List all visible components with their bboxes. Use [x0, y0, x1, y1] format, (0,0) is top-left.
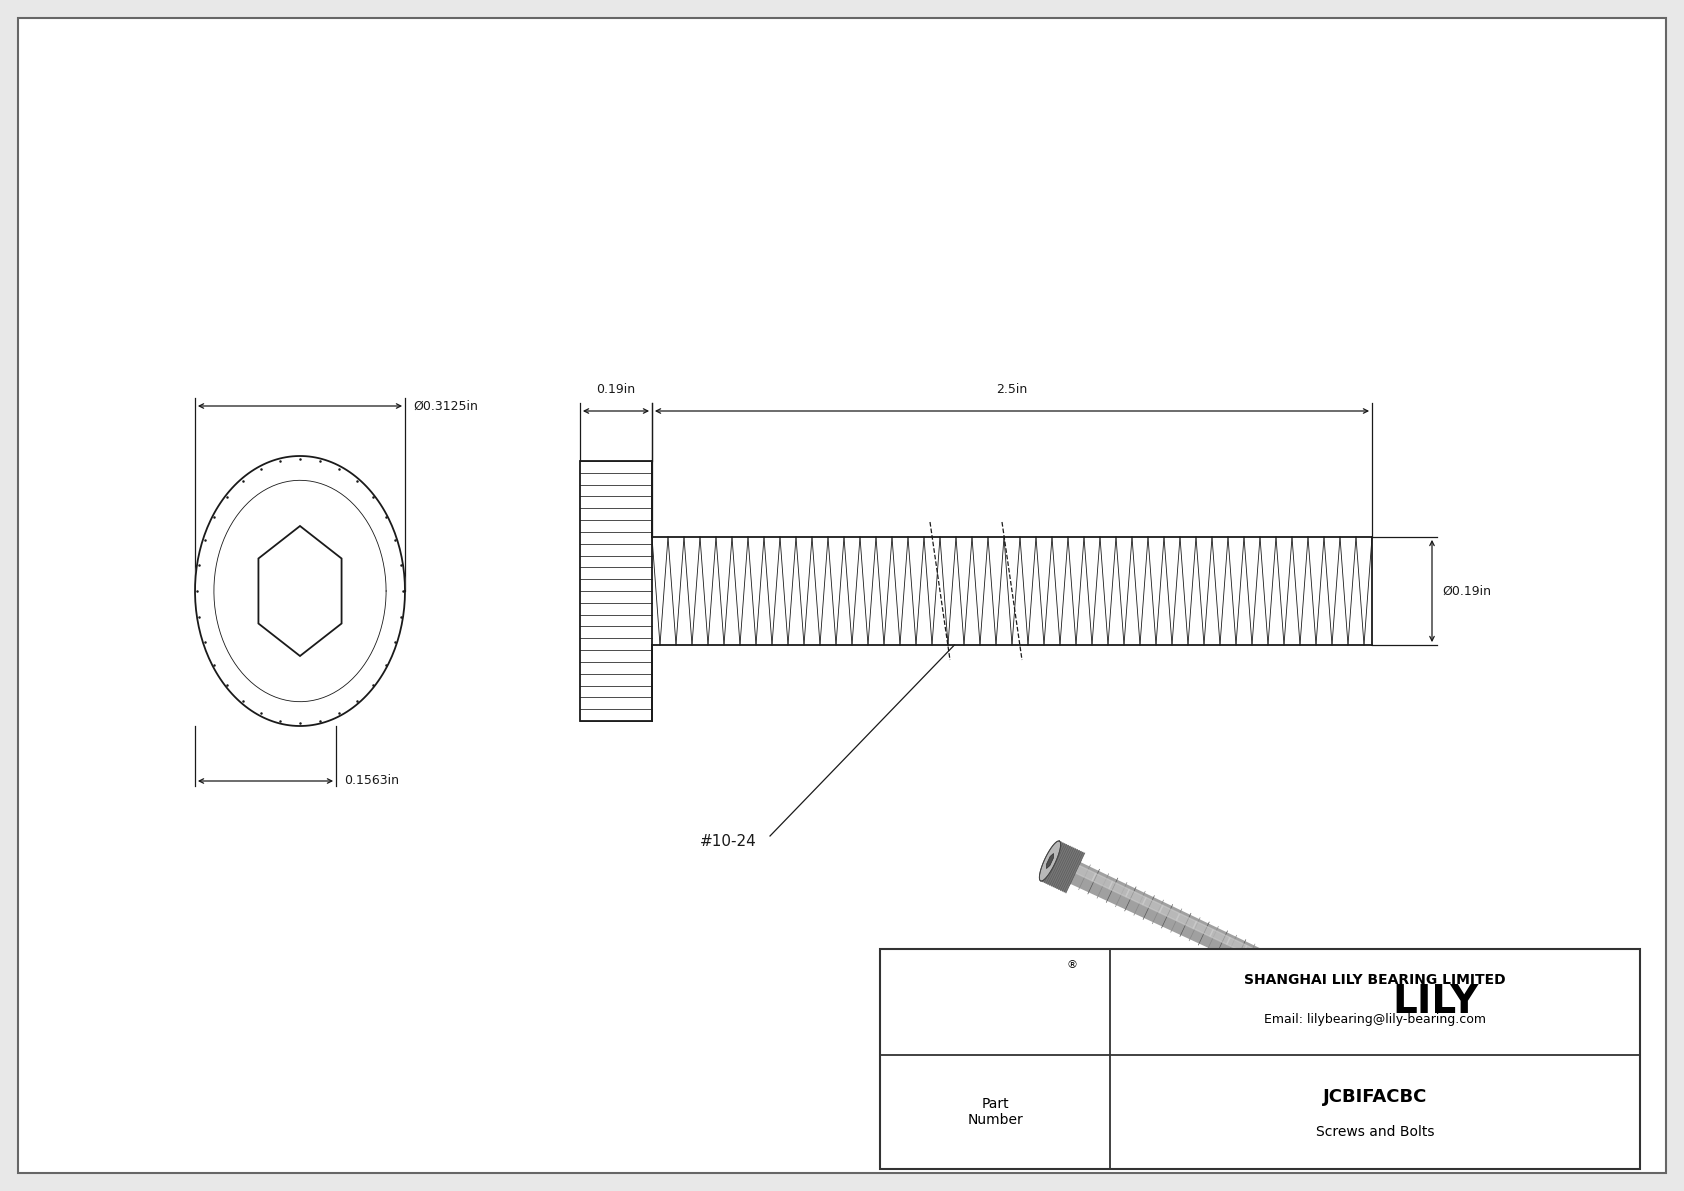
Polygon shape [1495, 1066, 1516, 1079]
Bar [579, 461, 652, 721]
Polygon shape [1160, 905, 1179, 921]
Polygon shape [1127, 890, 1147, 905]
Polygon shape [1276, 961, 1297, 977]
Polygon shape [1110, 881, 1130, 897]
Text: SHANGHAI LILY BEARING LIMITED: SHANGHAI LILY BEARING LIMITED [1244, 973, 1505, 987]
Polygon shape [1428, 1034, 1448, 1048]
Polygon shape [1546, 1090, 1566, 1103]
Polygon shape [1260, 954, 1280, 968]
Text: ®: ® [1066, 960, 1078, 969]
Text: 0.1563in: 0.1563in [344, 774, 399, 787]
Text: LILY: LILY [1393, 983, 1479, 1021]
Polygon shape [1512, 1073, 1532, 1087]
Polygon shape [1445, 1042, 1465, 1055]
Text: Part
Number: Part Number [967, 1097, 1022, 1127]
Text: Ø0.3125in: Ø0.3125in [413, 399, 478, 412]
Polygon shape [1041, 841, 1084, 893]
Polygon shape [1209, 929, 1229, 944]
Polygon shape [1327, 985, 1347, 1000]
Polygon shape [1243, 946, 1263, 960]
Bar [881, 949, 1640, 1170]
Polygon shape [1411, 1025, 1431, 1040]
Polygon shape [1226, 937, 1246, 953]
Polygon shape [1143, 897, 1164, 912]
Polygon shape [1361, 1002, 1381, 1016]
Polygon shape [1479, 1058, 1499, 1072]
Polygon shape [1039, 841, 1061, 881]
Polygon shape [1093, 873, 1113, 888]
Text: Email: lilybearing@lily-bearing.com: Email: lilybearing@lily-bearing.com [1265, 1014, 1485, 1027]
Polygon shape [1394, 1017, 1415, 1031]
Polygon shape [1529, 1081, 1549, 1096]
Polygon shape [1046, 854, 1054, 868]
Polygon shape [1310, 978, 1330, 992]
Polygon shape [1076, 866, 1096, 881]
Polygon shape [1378, 1010, 1398, 1024]
Text: 0.19in: 0.19in [596, 384, 635, 395]
Text: Ø0.19in: Ø0.19in [1442, 585, 1490, 598]
Polygon shape [1462, 1049, 1482, 1064]
Text: #10-24: #10-24 [701, 834, 756, 848]
Polygon shape [1071, 862, 1583, 1118]
Text: JCBIFACBC: JCBIFACBC [1324, 1087, 1426, 1105]
Polygon shape [1293, 969, 1314, 984]
Polygon shape [195, 456, 404, 727]
Polygon shape [1344, 993, 1364, 1008]
Text: Screws and Bolts: Screws and Bolts [1315, 1124, 1435, 1139]
Polygon shape [1563, 1098, 1583, 1111]
Polygon shape [1175, 913, 1196, 929]
Text: 2.5in: 2.5in [997, 384, 1027, 395]
Polygon shape [1192, 922, 1212, 936]
